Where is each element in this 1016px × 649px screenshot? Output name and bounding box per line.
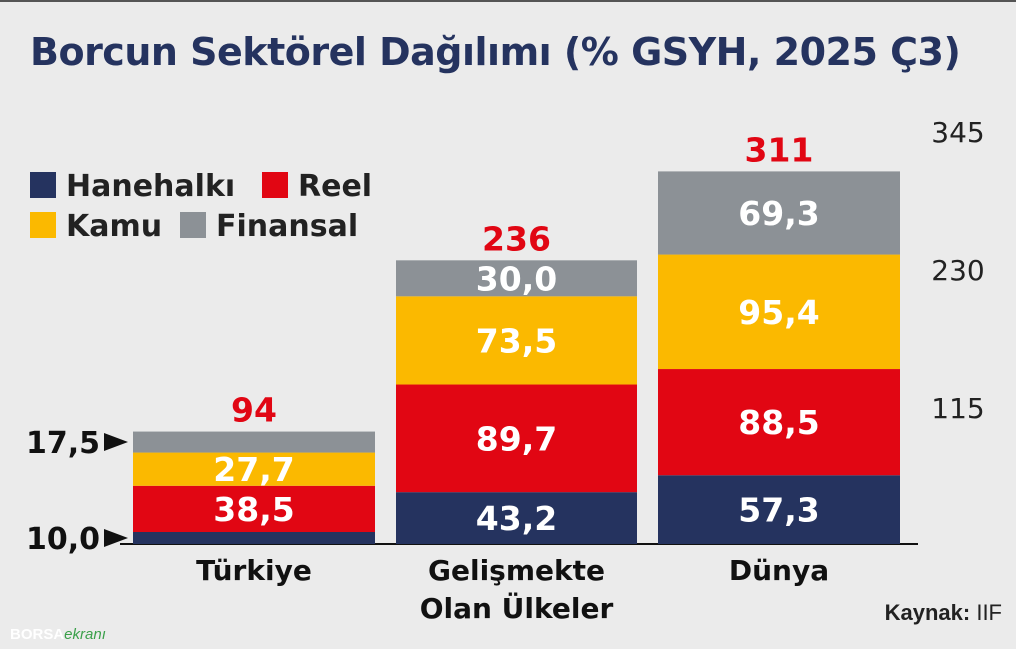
segment-value-label: 88,5 [738, 403, 819, 442]
bar-segment-turkiye-reel [133, 485, 375, 532]
segment-value-label: 43,2 [476, 499, 557, 538]
bar-segment-dunya-reel [658, 369, 900, 476]
legend-label-kamu: Kamu [66, 209, 162, 244]
bar-segment-dunya-finansal [658, 171, 900, 255]
chart-title: Borcun Sektörel Dağılımı (% GSYH, 2025 Ç… [30, 30, 961, 74]
borsa-ekrani-logo: BORSAekranı [10, 626, 106, 643]
bar-segment-gelismekte-olan-ulkeler-hanehalki [396, 492, 637, 544]
y-tick-label: 345 [931, 116, 984, 149]
source-label: Kaynak: [884, 600, 971, 625]
segment-value-label: 27,7 [213, 450, 294, 489]
bar-segment-dunya-hanehalki [658, 475, 900, 544]
logo-part-1: BORSA [10, 626, 65, 643]
segment-value-label: 69,3 [738, 194, 819, 233]
y-tick-label: 230 [931, 254, 984, 287]
total-label-dunya: 311 [745, 130, 814, 169]
bar-segment-gelismekte-olan-ulkeler-finansal [396, 260, 637, 297]
category-label: Olan Ülkeler [420, 591, 614, 625]
bar-segment-turkiye-kamu [133, 452, 375, 486]
top-border [0, 0, 1016, 2]
bar-segment-turkiye-hanehalki [133, 532, 375, 544]
bar-segment-gelismekte-olan-ulkeler-kamu [396, 296, 637, 385]
segment-value-label: 30,0 [476, 259, 557, 298]
logo-part-2: ekranı [64, 626, 106, 643]
category-label: Türkiye [196, 554, 312, 587]
bar-segment-turkiye-finansal [133, 431, 375, 453]
segment-value-label: 57,3 [738, 491, 819, 530]
legend-swatch-kamu [30, 212, 56, 238]
source-note: Kaynak: IIF [885, 600, 1002, 626]
legend-label-hanehalki: Hanehalkı [66, 169, 235, 204]
segment-value-label: 89,7 [476, 419, 557, 458]
segment-value-label: 95,4 [738, 293, 819, 332]
legend-swatch-hanehalki [30, 172, 56, 198]
external-value-label-hanehalki: 10,0 [26, 522, 100, 557]
total-label-gelismekte-olan-ulkeler: 236 [482, 219, 551, 258]
category-label: Dünya [729, 554, 829, 587]
legend-label-reel: Reel [298, 169, 372, 204]
legend-swatch-reel [262, 172, 288, 198]
segment-value-label: 38,5 [213, 490, 294, 529]
arrow-marker-hanehalki [104, 529, 128, 547]
bar-segment-gelismekte-olan-ulkeler-reel [396, 384, 637, 493]
arrow-marker-finansal [104, 433, 128, 452]
external-value-label-finansal: 17,5 [26, 426, 100, 461]
segment-value-label: 73,5 [476, 321, 557, 360]
category-label: Gelişmekte [428, 554, 605, 587]
source-value: IIF [976, 600, 1002, 625]
bar-segment-dunya-kamu [658, 254, 900, 370]
legend-label-finansal: Finansal [216, 209, 358, 244]
legend-swatch-finansal [180, 212, 206, 238]
y-tick-label: 115 [931, 392, 984, 425]
total-label-turkiye: 94 [231, 391, 277, 430]
